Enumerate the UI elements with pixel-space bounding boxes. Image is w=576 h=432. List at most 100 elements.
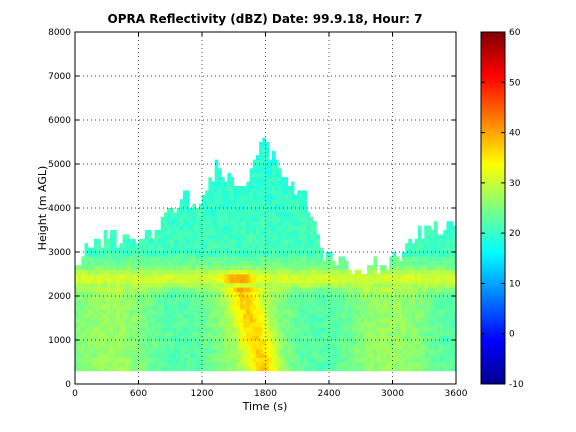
heatmap-cell	[230, 212, 235, 218]
heatmap-cell	[189, 304, 193, 310]
heatmap-cell	[408, 252, 412, 257]
heatmap-cell	[205, 243, 209, 248]
heatmap-cell	[306, 318, 311, 323]
heatmap-cell	[182, 247, 187, 253]
heatmap-cell	[141, 278, 146, 284]
heatmap-cell	[446, 335, 451, 341]
heatmap-cell	[157, 366, 162, 372]
heatmap-cell	[119, 335, 124, 341]
heatmap-cell	[154, 362, 158, 367]
heatmap-cell	[414, 348, 419, 354]
heatmap-cell	[411, 260, 416, 266]
y-tick-label: 5000	[48, 160, 71, 170]
heatmap-cell	[227, 260, 231, 266]
heatmap-cell	[240, 282, 244, 288]
heatmap-cell	[268, 199, 273, 204]
heatmap-cell	[189, 318, 193, 323]
heatmap-cell	[221, 335, 225, 341]
heatmap-cell	[300, 238, 304, 244]
heatmap-cell	[170, 216, 174, 222]
heatmap-cell	[176, 225, 181, 231]
heatmap-cell	[329, 318, 333, 323]
heatmap-cell	[186, 357, 190, 363]
heatmap-cell	[94, 344, 98, 350]
heatmap-cell	[417, 304, 422, 310]
heatmap-cell	[265, 291, 270, 297]
heatmap-cell	[313, 348, 317, 354]
heatmap-cell	[163, 353, 168, 358]
heatmap-cell	[224, 203, 228, 209]
heatmap-cell	[297, 221, 301, 226]
heatmap-cell	[246, 322, 251, 328]
heatmap-cell	[443, 282, 447, 288]
heatmap-cell	[259, 230, 263, 235]
heatmap-cell	[354, 366, 358, 372]
heatmap-cell	[154, 296, 158, 301]
heatmap-cell	[173, 221, 177, 226]
heatmap-cell	[109, 287, 114, 292]
heatmap-cell	[230, 291, 235, 297]
heatmap-cell	[192, 265, 197, 270]
heatmap-cell	[278, 243, 282, 248]
heatmap-cell	[443, 366, 447, 372]
heatmap-cell	[290, 291, 295, 297]
heatmap-cell	[240, 216, 244, 222]
heatmap-cell	[255, 234, 260, 240]
heatmap-cell	[411, 247, 416, 253]
heatmap-cell	[144, 260, 149, 266]
heatmap-cell	[109, 344, 114, 350]
heatmap-cell	[360, 335, 365, 341]
heatmap-cell	[427, 331, 431, 336]
heatmap-cell	[303, 269, 308, 275]
heatmap-cell	[160, 300, 165, 306]
heatmap-cell	[170, 247, 174, 253]
heatmap-cell	[329, 274, 333, 279]
heatmap-cell	[297, 225, 301, 231]
heatmap-cell	[100, 265, 104, 270]
heatmap-cell	[94, 296, 98, 301]
heatmap-cell	[198, 274, 203, 279]
heatmap-cell	[408, 274, 412, 279]
heatmap-cell	[262, 357, 266, 363]
heatmap-cell	[230, 225, 235, 231]
heatmap-cell	[268, 203, 273, 209]
heatmap-cell	[382, 265, 387, 270]
heatmap-cell	[398, 274, 403, 279]
heatmap-cell	[268, 230, 273, 235]
heatmap-cell	[300, 357, 304, 363]
heatmap-cell	[221, 186, 225, 191]
heatmap-cell	[189, 225, 193, 231]
heatmap-cell	[176, 366, 181, 372]
heatmap-cell	[268, 340, 273, 345]
heatmap-cell	[268, 234, 273, 240]
heatmap-cell	[252, 309, 257, 314]
colorbar-tick-label: -10	[509, 380, 524, 390]
heatmap-cell	[94, 252, 98, 257]
heatmap-cell	[373, 340, 378, 345]
heatmap-cell	[103, 348, 108, 354]
heatmap-cell	[182, 199, 187, 204]
heatmap-cell	[290, 238, 295, 244]
heatmap-cell	[233, 313, 238, 319]
heatmap-cell	[116, 331, 120, 336]
heatmap-cell	[170, 344, 174, 350]
heatmap-cell	[233, 256, 238, 262]
heatmap-cell	[284, 357, 289, 363]
heatmap-cell	[94, 265, 98, 270]
heatmap-cell	[75, 348, 79, 354]
heatmap-cell	[395, 344, 400, 350]
heatmap-cell	[255, 172, 260, 178]
heatmap-cell	[446, 274, 451, 279]
heatmap-cell	[141, 287, 146, 292]
heatmap-cell	[379, 335, 384, 341]
heatmap-cell	[294, 322, 298, 328]
heatmap-cell	[392, 287, 397, 292]
heatmap-cell	[259, 190, 263, 196]
heatmap-cell	[87, 331, 92, 336]
heatmap-cell	[344, 344, 349, 350]
heatmap-cell	[271, 194, 276, 200]
heatmap-cell	[90, 326, 95, 332]
heatmap-cell	[109, 313, 114, 319]
heatmap-cell	[176, 348, 181, 354]
heatmap-cell	[103, 318, 108, 323]
